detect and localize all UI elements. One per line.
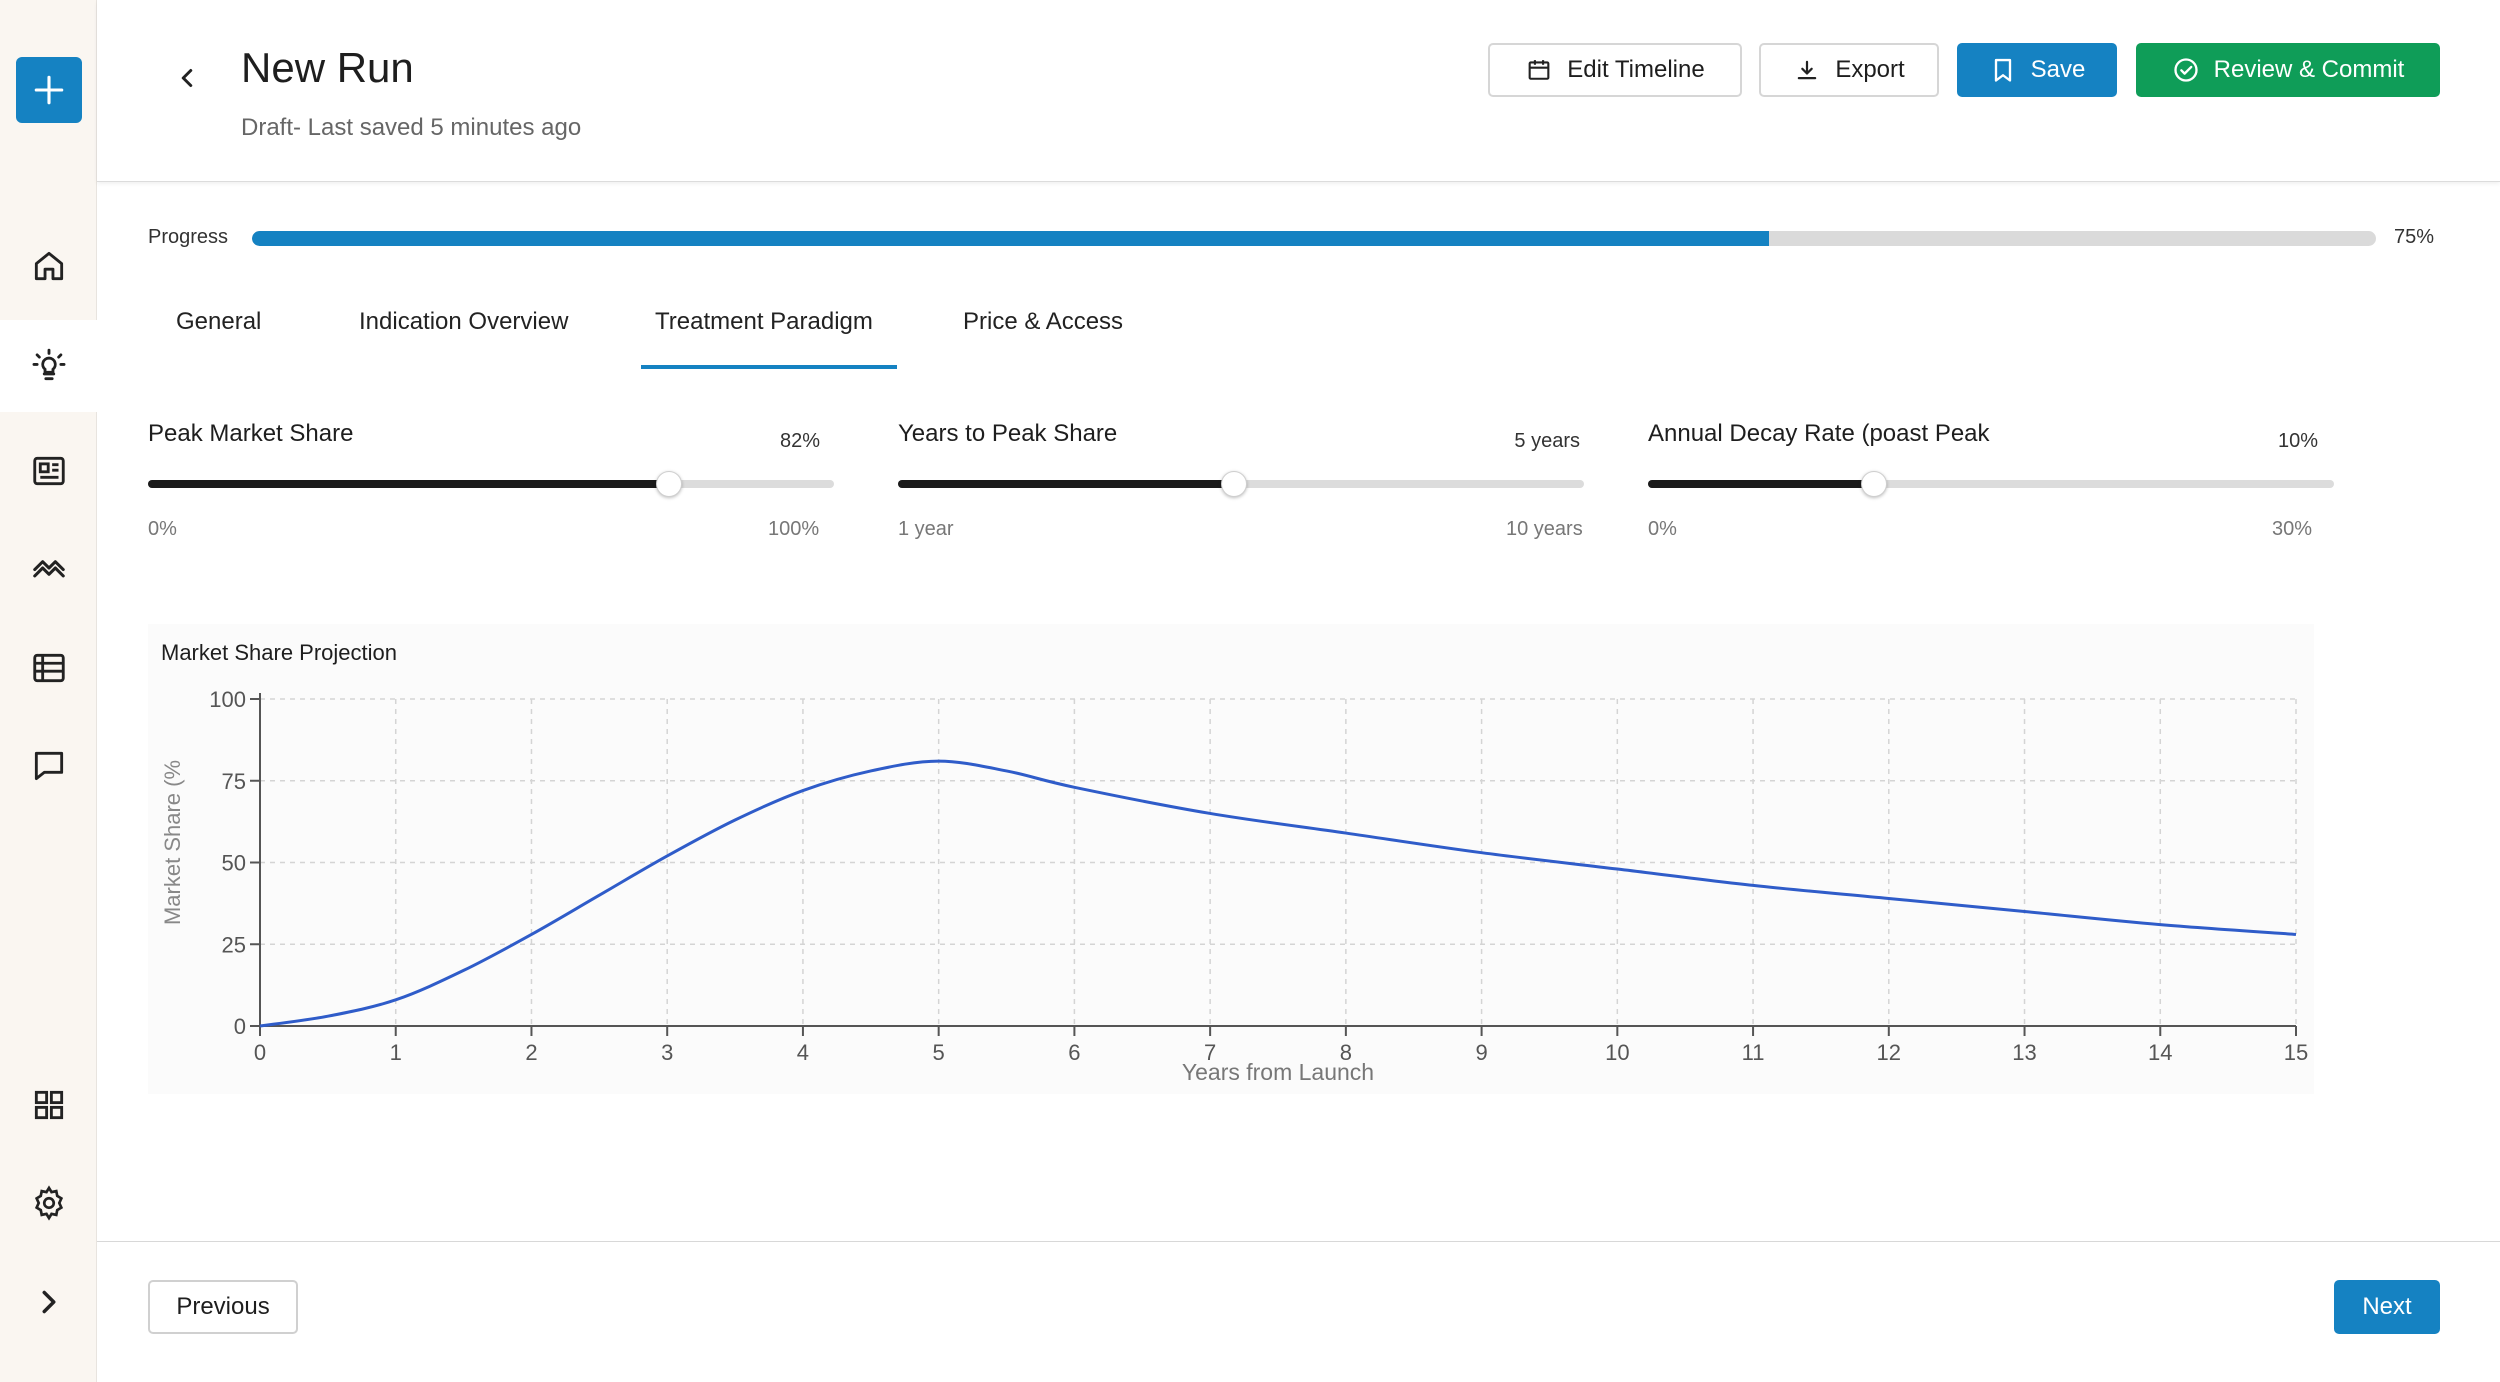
- annual-decay-rate-min: 0%: [1648, 518, 1677, 540]
- tab-price-access[interactable]: Price & Access: [963, 308, 1124, 335]
- plus-icon: [34, 75, 64, 105]
- peak-market-share-slider-thumb[interactable]: [656, 471, 683, 497]
- x-tick-label: 8: [1340, 1040, 1352, 1065]
- years-to-peak-slider-thumb[interactable]: [1221, 471, 1248, 497]
- chat-icon: [34, 751, 63, 781]
- peak-market-share-value: 82%: [779, 430, 820, 452]
- sidebar-item-news[interactable]: [0, 425, 97, 517]
- years-to-peak-max: 10 years: [1506, 518, 1583, 540]
- y-tick-label: 100: [209, 687, 246, 712]
- chart-title: Market Share Projection: [161, 640, 397, 665]
- sidebar-item-chat[interactable]: [0, 720, 97, 812]
- sidebar-item-apps[interactable]: [0, 1059, 97, 1151]
- export-button[interactable]: Export: [1759, 43, 1939, 97]
- x-tick-label: 4: [797, 1040, 809, 1065]
- gear-icon: [34, 1185, 63, 1221]
- x-tick-label: 2: [525, 1040, 537, 1065]
- y-tick-label: 25: [222, 932, 246, 957]
- tab-general[interactable]: General: [176, 308, 262, 335]
- annual-decay-rate-slider[interactable]: [1648, 471, 2334, 497]
- y-axis-title: Market Share (%: [160, 760, 185, 925]
- peak-market-share-slider-fill: [148, 480, 670, 488]
- annual-decay-rate-max: 30%: [2272, 518, 2313, 540]
- footer-divider: [97, 1241, 2500, 1242]
- grid-icon: [34, 1090, 63, 1120]
- sidebar: [0, 0, 97, 1382]
- x-tick-label: 12: [1877, 1040, 1901, 1065]
- download-icon: [1798, 60, 1817, 80]
- sidebar-item-expand[interactable]: [0, 1256, 97, 1348]
- x-tick-label: 1: [390, 1040, 402, 1065]
- chart-card: [148, 624, 2314, 1094]
- years-to-peak-slider-fill: [898, 480, 1235, 488]
- x-tick-label: 0: [254, 1040, 266, 1065]
- y-tick-label: 0: [234, 1014, 246, 1039]
- page-header: New Run Draft- Last saved 5 minutes ago …: [97, 0, 2500, 182]
- y-tick-label: 75: [222, 769, 246, 794]
- x-tick-label: 13: [2012, 1040, 2036, 1065]
- trend-icon: [32, 560, 65, 578]
- new-run-button[interactable]: [16, 57, 82, 123]
- edit-timeline-button[interactable]: Edit Timeline: [1488, 43, 1742, 97]
- annual-decay-rate-slider-thumb[interactable]: [1861, 471, 1888, 497]
- x-tick-label: 7: [1204, 1040, 1216, 1065]
- peak-market-share-min: 0%: [148, 518, 177, 540]
- lightbulb-icon: [32, 348, 65, 381]
- x-tick-label: 15: [2284, 1040, 2308, 1065]
- next-button[interactable]: Next: [2334, 1280, 2440, 1334]
- peak-market-share-slider[interactable]: [148, 471, 834, 497]
- years-to-peak-min: 1 year: [898, 518, 954, 540]
- x-tick-label: 6: [1068, 1040, 1080, 1065]
- x-tick-label: 9: [1475, 1040, 1487, 1065]
- peak-market-share-max: 100%: [768, 518, 820, 540]
- export-label: Export: [1835, 56, 1905, 83]
- save-label: Save: [2030, 56, 2086, 83]
- review-commit-button[interactable]: Review & Commit: [2136, 43, 2440, 97]
- calendar-icon: [1528, 60, 1550, 80]
- annual-decay-rate-value: 10%: [2277, 430, 2318, 452]
- chevron-right-icon: [42, 1290, 55, 1314]
- sidebar-item-tables[interactable]: [0, 622, 97, 714]
- tab-treatment-paradigm[interactable]: Treatment Paradigm: [655, 308, 873, 335]
- bookmark-icon: [1994, 58, 2011, 82]
- progress-bar-fill: [252, 231, 1769, 246]
- save-button[interactable]: Save: [1957, 43, 2117, 97]
- market-share-line: [259, 759, 2297, 1028]
- edit-timeline-label: Edit Timeline: [1567, 56, 1705, 83]
- back-button[interactable]: [167, 58, 207, 98]
- y-tick-label: 50: [222, 851, 246, 876]
- sidebar-item-settings[interactable]: [0, 1157, 97, 1249]
- annual-decay-rate-label: Annual Decay Rate (poast Peak: [1648, 420, 1990, 447]
- years-to-peak-slider[interactable]: [898, 471, 1584, 497]
- home-icon: [34, 251, 63, 281]
- x-tick-label: 11: [1742, 1040, 1765, 1065]
- years-to-peak-label: Years to Peak Share: [898, 420, 1118, 447]
- sidebar-item-trends[interactable]: [0, 522, 97, 614]
- tab-indication-overview[interactable]: Indication Overview: [359, 308, 569, 335]
- progress-value: 75%: [2394, 226, 2435, 248]
- x-tick-label: 10: [1605, 1040, 1629, 1065]
- x-axis-title: Years from Launch: [1182, 1059, 1374, 1085]
- sidebar-item-home[interactable]: [0, 220, 97, 312]
- x-tick-label: 5: [933, 1040, 945, 1065]
- page-title: New Run: [241, 44, 414, 91]
- check-circle-icon: [2173, 58, 2198, 82]
- progress-label: Progress: [148, 226, 229, 248]
- x-tick-label: 3: [661, 1040, 673, 1065]
- save-status: Draft- Last saved 5 minutes ago: [241, 114, 582, 141]
- peak-market-share-label: Peak Market Share: [148, 420, 354, 447]
- previous-button[interactable]: Previous: [148, 1280, 298, 1334]
- table-icon: [32, 653, 65, 683]
- annual-decay-rate-slider-fill: [1648, 480, 1875, 488]
- active-tab-indicator: [641, 365, 897, 369]
- x-tick-label: 14: [2148, 1040, 2172, 1065]
- newspaper-icon: [32, 456, 65, 486]
- review-commit-label: Review & Commit: [2213, 56, 2405, 83]
- progress-bar: [252, 231, 2376, 246]
- sidebar-item-insights[interactable]: [0, 320, 97, 412]
- chevron-left-icon: [181, 69, 193, 87]
- years-to-peak-value: 5 years: [1514, 430, 1580, 452]
